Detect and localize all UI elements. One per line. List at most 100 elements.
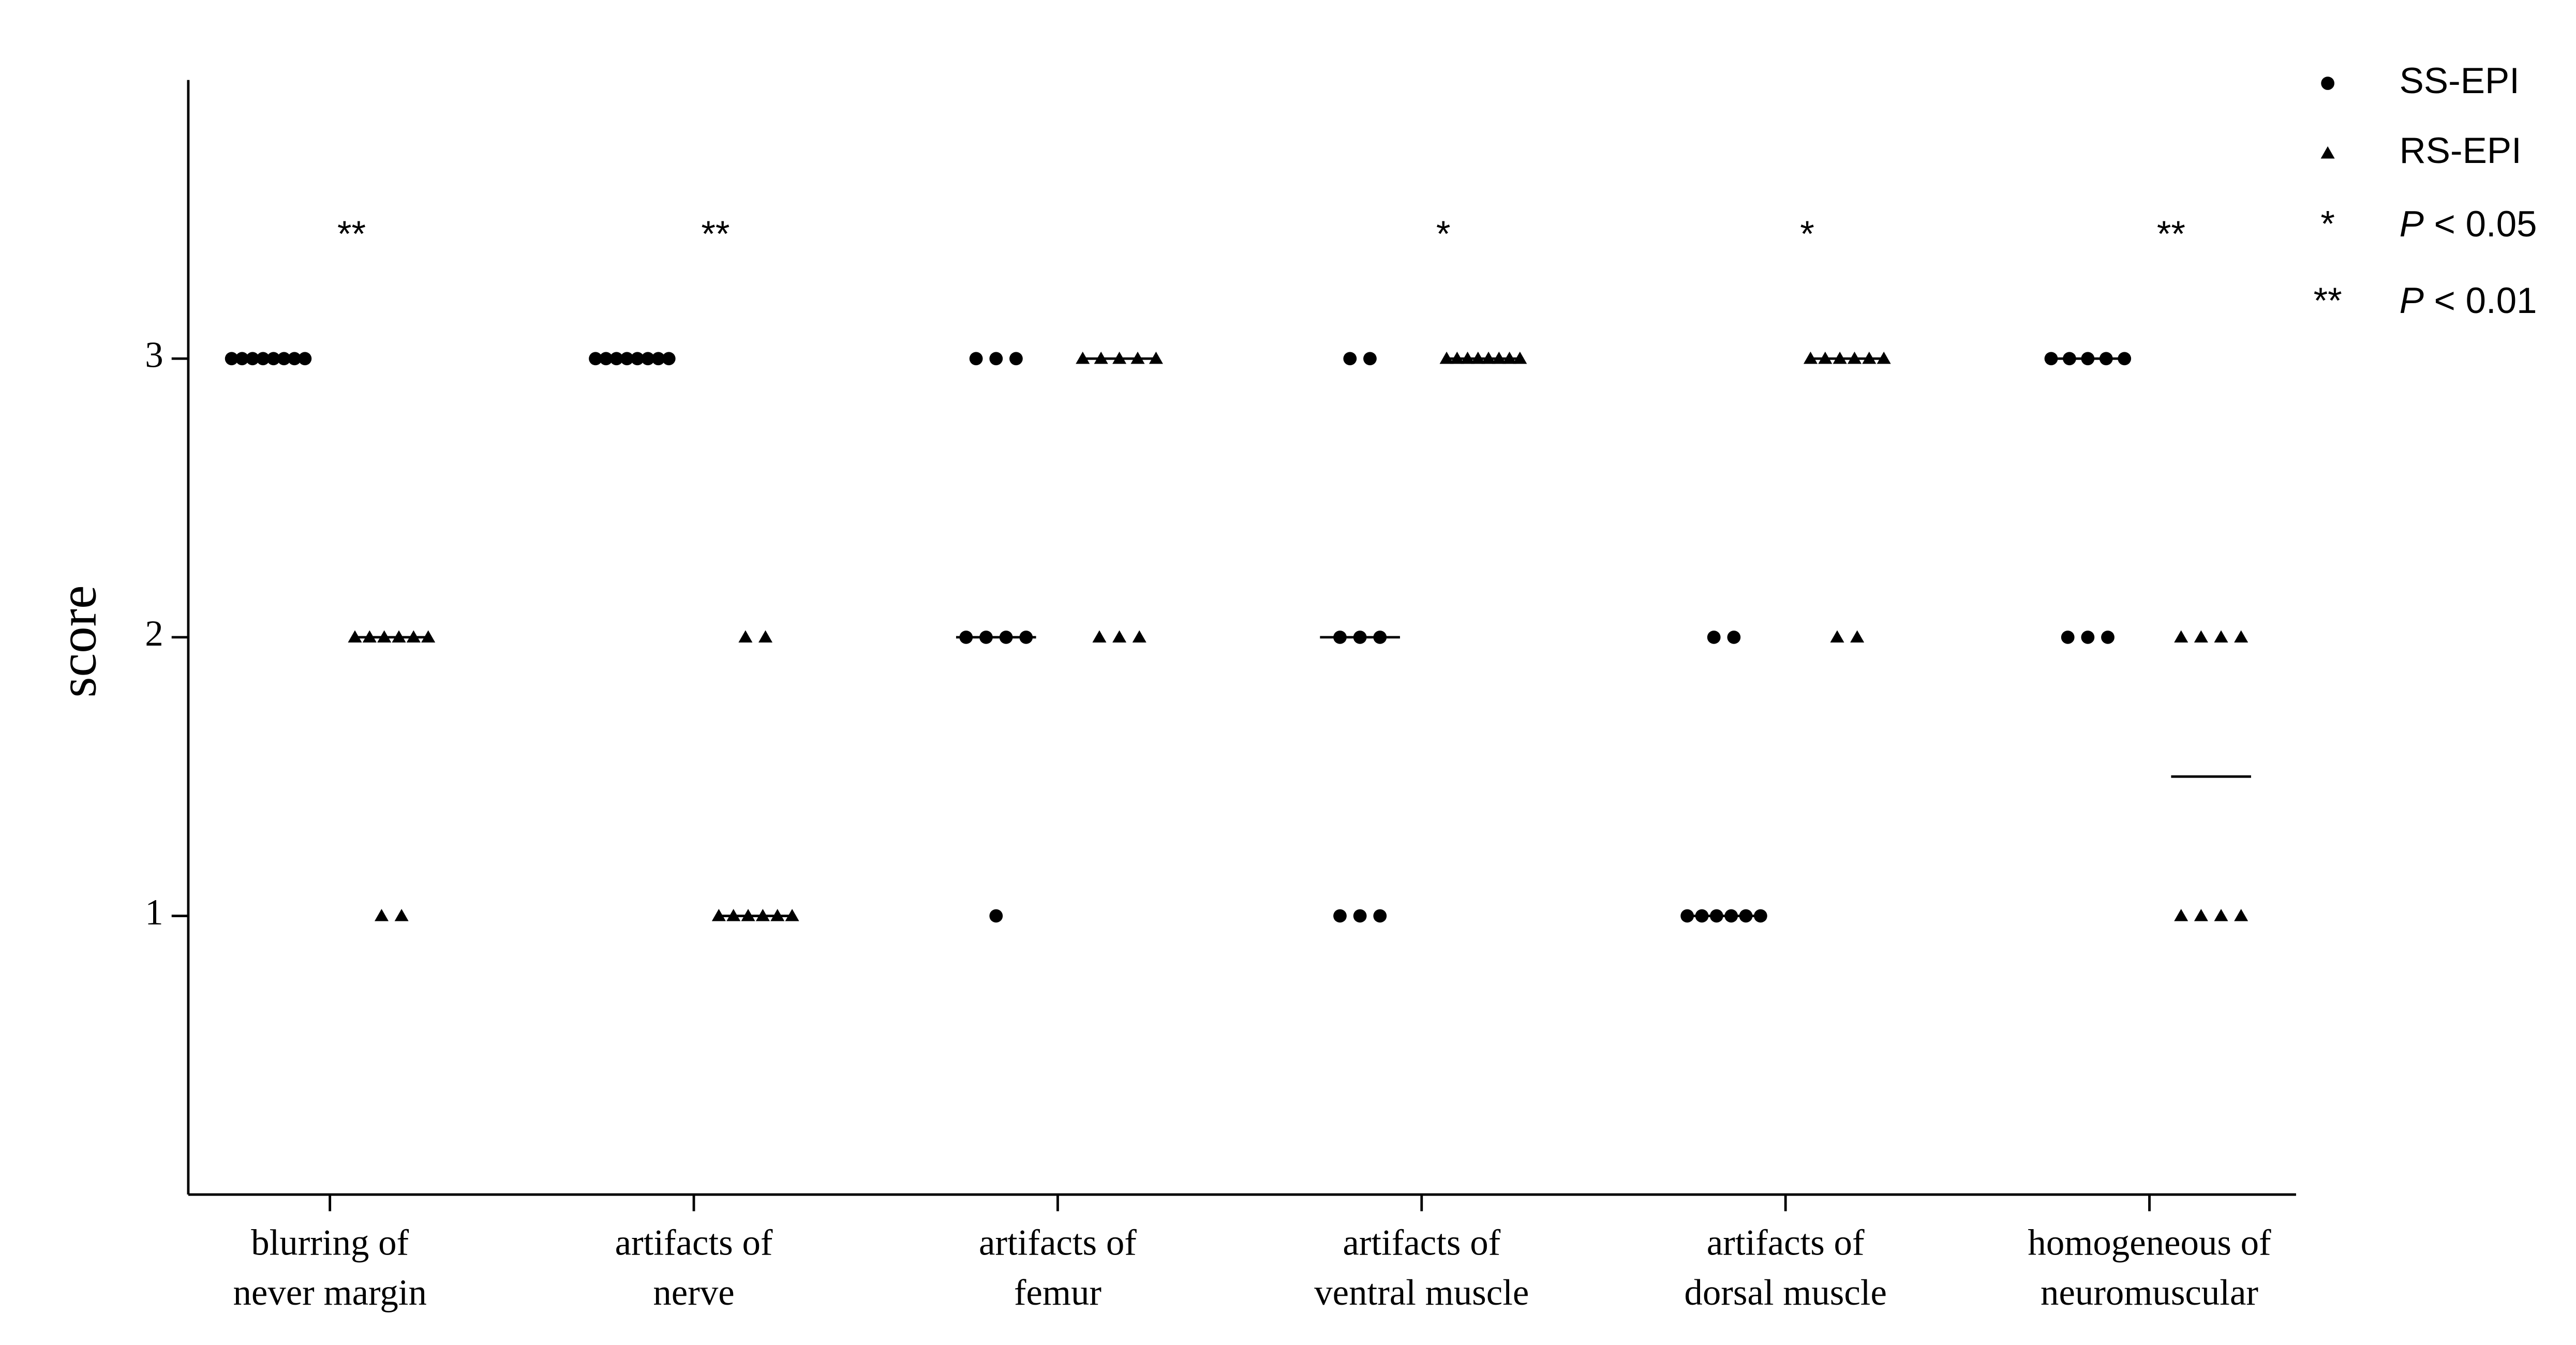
data-point: [362, 630, 377, 643]
data-point: [770, 908, 785, 921]
data-point: [1076, 351, 1090, 364]
data-point: [989, 352, 1003, 366]
data-point: [989, 909, 1003, 923]
data-point: [394, 908, 409, 921]
data-point: [266, 352, 280, 366]
data-point: [999, 631, 1013, 644]
data-point: [1092, 630, 1107, 643]
x-tick-label: blurring of: [251, 1222, 409, 1263]
data-point: [406, 630, 421, 643]
data-point: [1009, 352, 1023, 366]
data-point: [1461, 351, 1475, 364]
data-point: [377, 630, 392, 643]
data-point: [1727, 631, 1741, 644]
data-point: [1353, 631, 1367, 644]
data-point: [2081, 352, 2095, 366]
data-point: [256, 352, 270, 366]
data-point: [711, 908, 726, 921]
data-point: [1833, 351, 1847, 364]
data-point: [2174, 630, 2188, 643]
data-point: [662, 352, 676, 366]
legend-label-part: < 0.01: [2424, 280, 2537, 321]
data-point: [785, 908, 799, 921]
data-point: [1803, 351, 1818, 364]
data-point: [288, 352, 302, 366]
data-point: [2214, 630, 2228, 643]
data-point: [2099, 352, 2113, 366]
x-tick-label: nerve: [653, 1273, 734, 1313]
x-tick-label: artifacts of: [1707, 1222, 1865, 1263]
data-point: [1130, 351, 1145, 364]
data-point: [1333, 909, 1347, 923]
x-tick-label: artifacts of: [615, 1222, 773, 1263]
x-tick-label: homogeneous of: [2028, 1222, 2271, 1263]
data-point: [235, 352, 249, 366]
data-point: [1094, 351, 1108, 364]
data-point: [2234, 630, 2249, 643]
data-point: [2101, 631, 2115, 644]
data-point: [2118, 352, 2132, 366]
data-point: [1877, 351, 1891, 364]
x-tick-label: artifacts of: [1343, 1222, 1500, 1263]
data-point: [1112, 630, 1127, 643]
legend-marker: [2320, 146, 2335, 159]
data-point: [1753, 909, 1767, 923]
data-point: [298, 352, 312, 366]
data-point: [2194, 908, 2208, 921]
data-point: [1373, 909, 1387, 923]
data-point: [738, 630, 753, 643]
data-point: [1502, 351, 1517, 364]
data-point: [1481, 351, 1496, 364]
data-point: [1850, 630, 1865, 643]
data-point: [620, 352, 634, 366]
significance-label: *: [1436, 214, 1451, 255]
data-point: [2194, 630, 2208, 643]
data-point: [1439, 351, 1454, 364]
data-point: [1343, 352, 1357, 366]
data-point: [1695, 909, 1709, 923]
data-point: [755, 908, 770, 921]
data-point: [1149, 351, 1163, 364]
data-point: [631, 352, 644, 366]
data-point: [2044, 352, 2058, 366]
data-point: [392, 630, 406, 643]
data-point: [758, 630, 773, 643]
data-point: [1471, 351, 1485, 364]
data-point: [1450, 351, 1464, 364]
data-point: [1739, 909, 1753, 923]
data-point: [1830, 630, 1844, 643]
data-point: [609, 352, 623, 366]
data-point: [1680, 909, 1694, 923]
data-point: [1353, 909, 1367, 923]
x-tick-label: artifacts of: [979, 1222, 1137, 1263]
legend-label: P < 0.01: [2400, 280, 2537, 321]
data-point: [2234, 908, 2249, 921]
data-point: [421, 630, 436, 643]
y-tick-label: 2: [145, 614, 163, 654]
data-point: [277, 352, 291, 366]
data-point: [741, 908, 755, 921]
legend-symbol: **: [2314, 280, 2342, 321]
y-tick-label: 3: [145, 335, 163, 376]
x-tick-label: femur: [1014, 1273, 1101, 1313]
significance-label: **: [2157, 214, 2185, 255]
y-axis-label: score: [49, 585, 108, 697]
legend-label-part: < 0.05: [2424, 204, 2537, 245]
data-point: [1132, 630, 1146, 643]
legend-label-part: P: [2400, 280, 2424, 321]
data-point: [969, 352, 983, 366]
data-point: [225, 352, 239, 366]
significance-label: **: [337, 214, 366, 255]
data-point: [2214, 908, 2228, 921]
data-point: [1492, 351, 1506, 364]
data-point: [726, 908, 741, 921]
legend-symbol: *: [2320, 204, 2335, 245]
y-tick-label: 1: [145, 892, 163, 933]
data-point: [2174, 908, 2188, 921]
data-point: [959, 631, 973, 644]
data-point: [1847, 351, 1862, 364]
data-point: [1707, 631, 1721, 644]
data-point: [1373, 631, 1387, 644]
